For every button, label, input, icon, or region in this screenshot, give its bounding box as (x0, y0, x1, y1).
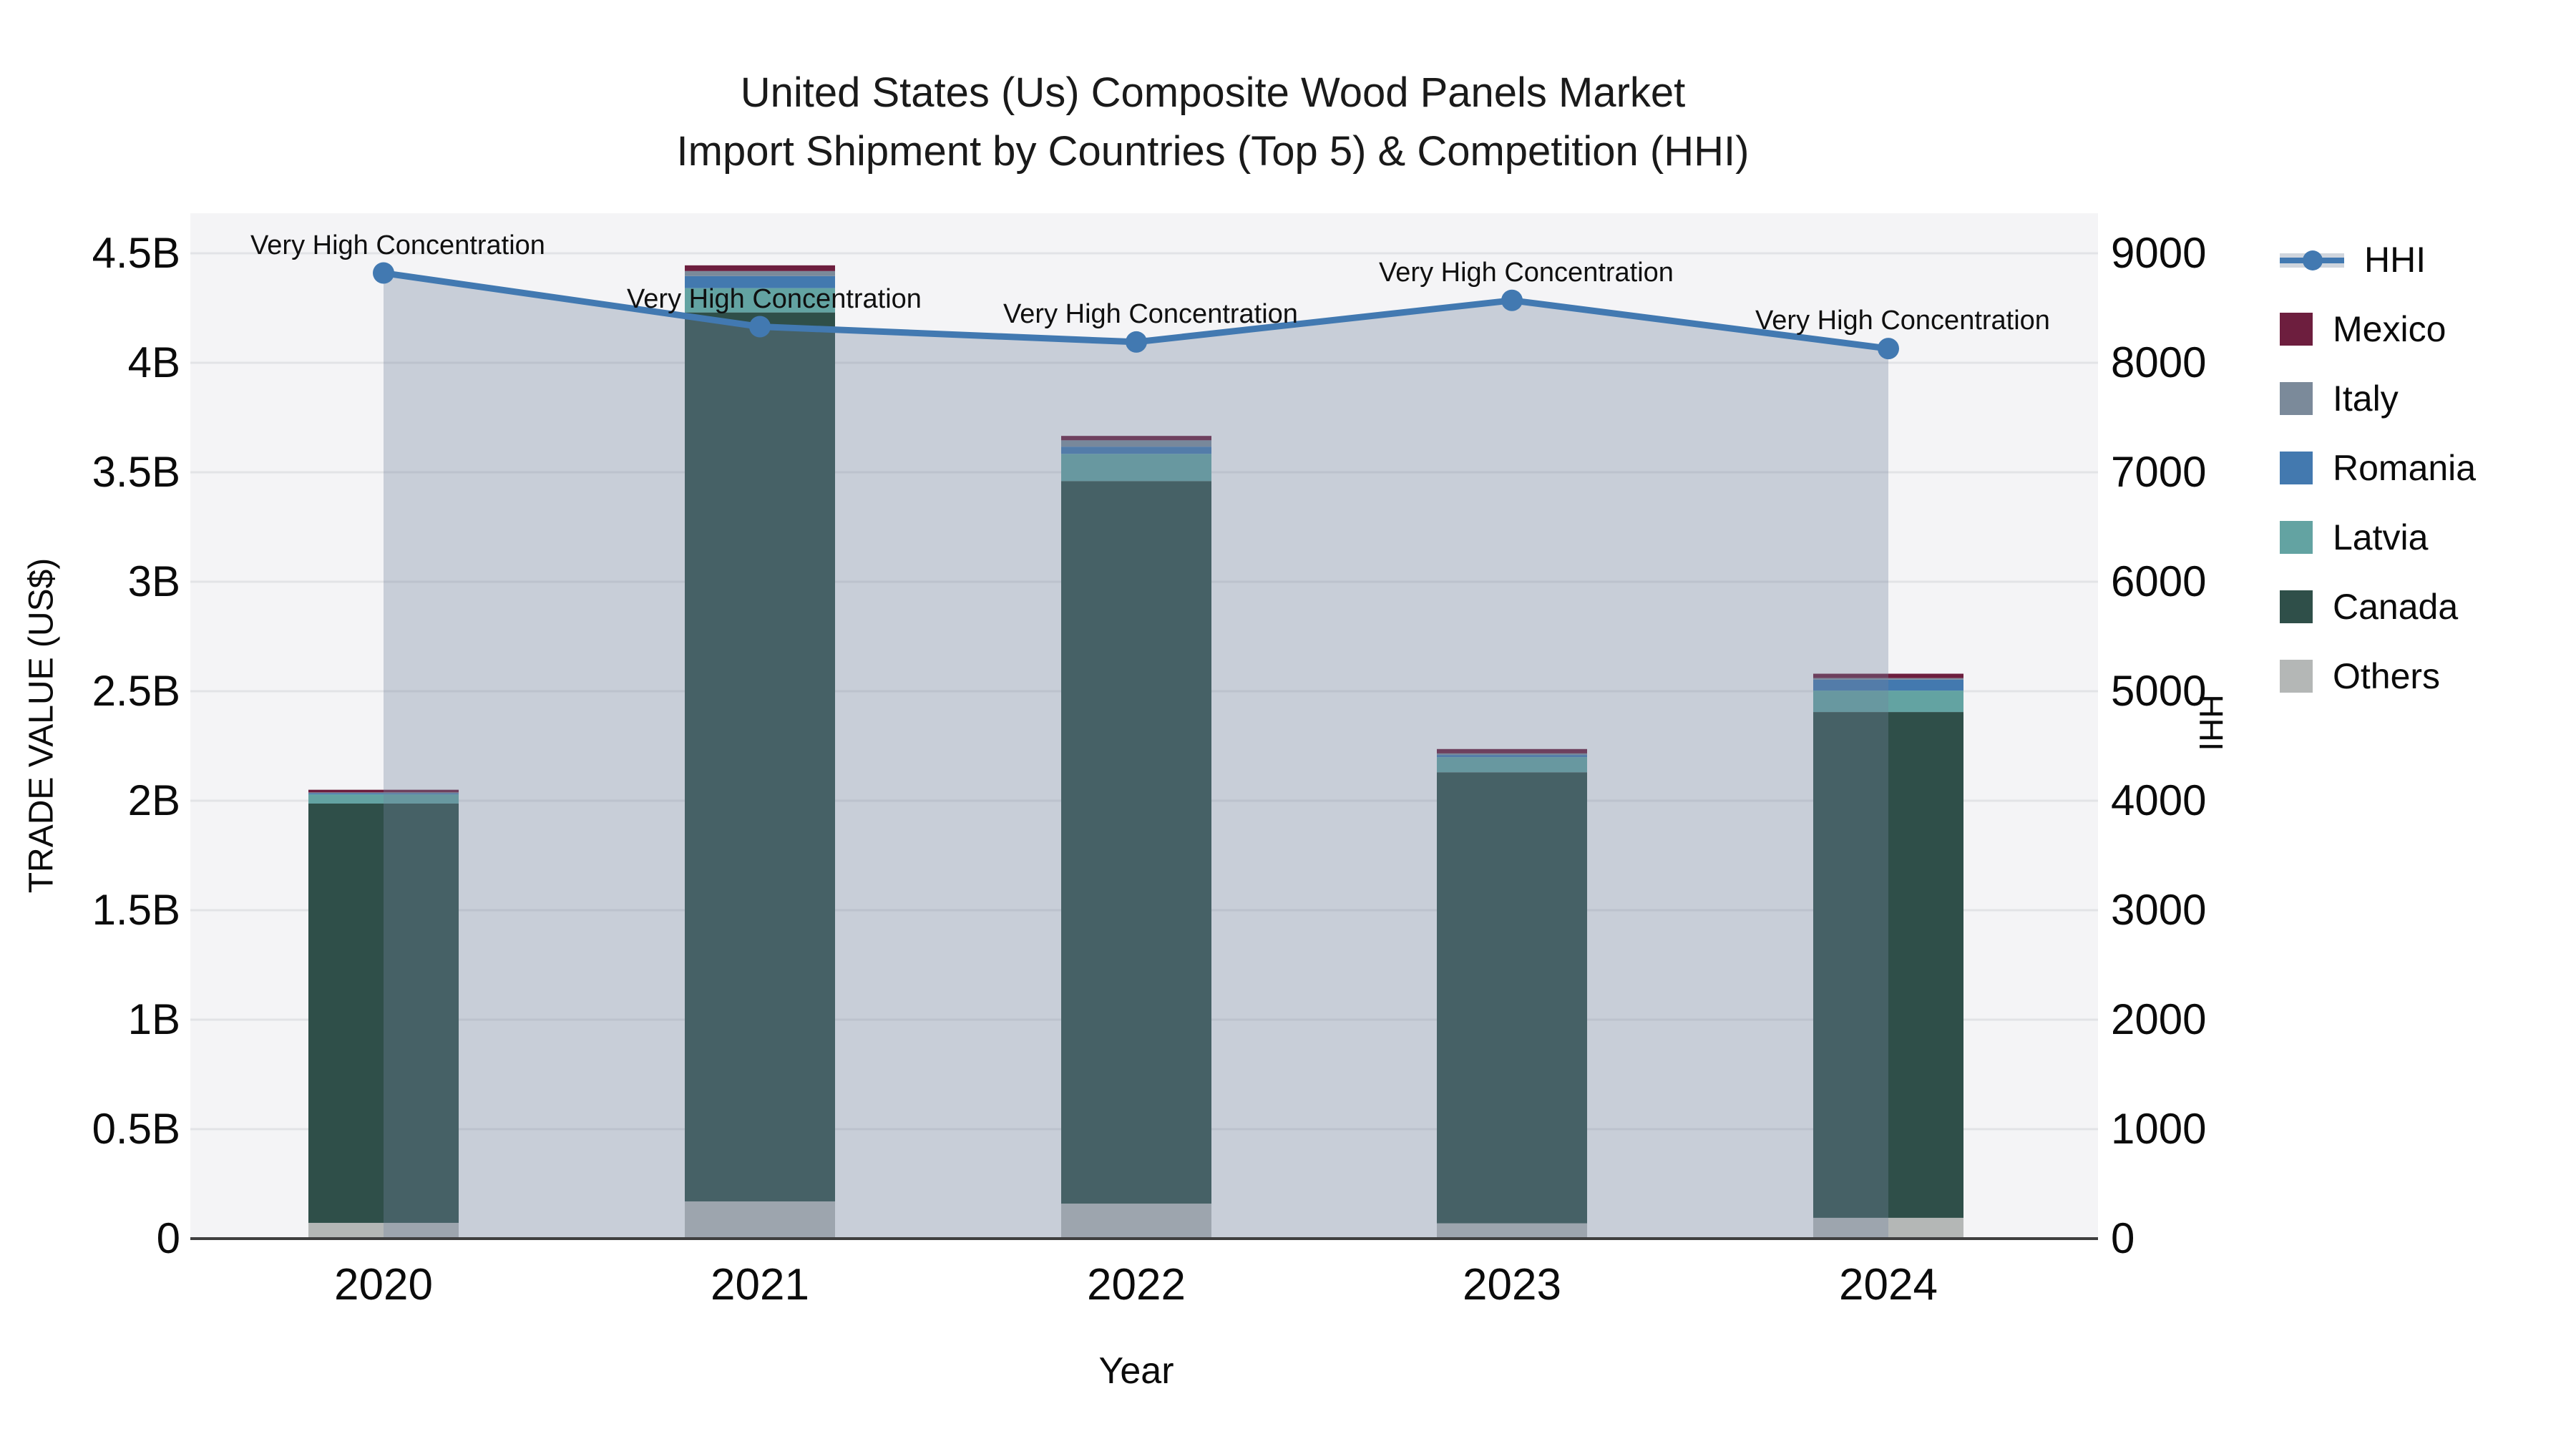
right-tick-7000: 7000 (2111, 448, 2207, 496)
bar-segment-romania-2023 (1437, 755, 1587, 758)
bar-segment-mexico-2023 (1437, 748, 1587, 753)
bar-segment-others-2023 (1437, 1223, 1587, 1239)
legend-item-canada[interactable]: Canada (2280, 585, 2458, 628)
bar-segment-latvia-2022 (1061, 454, 1211, 482)
bar-segment-italy-2020 (308, 792, 459, 794)
annotation-2022: Very High Concentration (1003, 298, 1298, 329)
hhi-line-swatch-icon (2280, 243, 2344, 276)
legend-item-mexico[interactable]: Mexico (2280, 308, 2446, 351)
annotation-2021: Very High Concentration (627, 283, 922, 314)
bar-segment-italy-2022 (1061, 440, 1211, 447)
left-axis-title: TRADE VALUE (US$) (22, 557, 61, 894)
x-tick-2020: 2020 (334, 1260, 433, 1309)
bar-segment-canada-2022 (1061, 481, 1211, 1204)
legend-swatch-icon (2280, 382, 2313, 415)
bar-segment-latvia-2021 (685, 288, 835, 313)
x-tick-2021: 2021 (711, 1260, 809, 1309)
bar-segment-canada-2021 (685, 312, 835, 1201)
left-tick-2B: 2B (127, 776, 180, 824)
bar-segment-others-2024 (1813, 1217, 1963, 1239)
right-tick-8000: 8000 (2111, 338, 2207, 386)
left-tick-3B: 3B (127, 557, 180, 605)
bar-segment-canada-2024 (1813, 712, 1963, 1218)
bar-segment-mexico-2024 (1813, 673, 1963, 678)
legend-swatch-icon (2280, 452, 2313, 484)
bar-segment-latvia-2020 (308, 794, 459, 804)
bar-segment-canada-2020 (308, 803, 459, 1223)
left-tick-0: 0 (156, 1214, 180, 1262)
bar-segment-others-2021 (685, 1201, 835, 1239)
legend-label: Italy (2333, 379, 2399, 419)
x-axis-title: Year (1098, 1350, 1174, 1392)
hhi-marker-2022 (1126, 331, 1147, 353)
right-tick-2000: 2000 (2111, 995, 2207, 1043)
chart-title-line2: Import Shipment by Countries (Top 5) & C… (676, 128, 1750, 175)
x-tick-2023: 2023 (1463, 1260, 1561, 1309)
left-tick-1.5B: 1.5B (92, 886, 180, 934)
legend-item-italy[interactable]: Italy (2280, 377, 2399, 420)
bar-segment-mexico-2020 (308, 789, 459, 793)
right-tick-9000: 9000 (2111, 229, 2207, 277)
legend-label: Canada (2333, 587, 2459, 627)
hhi-marker-2020 (373, 262, 394, 284)
bar-segment-italy-2021 (685, 270, 835, 276)
annotation-2024: Very High Concentration (1755, 306, 2050, 336)
bar-segment-latvia-2024 (1813, 691, 1963, 713)
legend-item-romania[interactable]: Romania (2280, 447, 2476, 489)
legend-label: Romania (2333, 448, 2477, 488)
left-tick-0.5B: 0.5B (92, 1105, 180, 1153)
hhi-area-fill (384, 273, 1888, 1239)
right-tick-4000: 4000 (2111, 776, 2207, 824)
legend-item-hhi[interactable]: HHI (2280, 238, 2426, 281)
right-tick-6000: 6000 (2111, 557, 2207, 605)
bar-segment-romania-2022 (1061, 447, 1211, 454)
left-tick-4.5B: 4.5B (92, 229, 180, 277)
x-tick-2022: 2022 (1087, 1260, 1186, 1309)
left-tick-3.5B: 3.5B (92, 448, 180, 496)
hhi-marker-2023 (1501, 289, 1523, 311)
right-tick-3000: 3000 (2111, 886, 2207, 934)
legend-label: Mexico (2333, 309, 2446, 349)
legend-swatch-icon (2280, 521, 2313, 554)
bar-segment-others-2020 (308, 1222, 459, 1239)
legend-label: Others (2333, 656, 2441, 696)
legend-swatch-icon (2280, 313, 2313, 346)
right-tick-0: 0 (2111, 1214, 2135, 1262)
legend-item-others[interactable]: Others (2280, 655, 2440, 698)
hhi-marker-2021 (749, 316, 771, 338)
left-tick-4B: 4B (127, 338, 180, 386)
bar-segment-mexico-2022 (1061, 436, 1211, 441)
bar-segment-italy-2024 (1813, 678, 1963, 680)
left-tick-2.5B: 2.5B (92, 667, 180, 715)
bar-segment-mexico-2021 (685, 265, 835, 271)
bar-segment-romania-2020 (308, 793, 459, 795)
left-tick-1B: 1B (127, 995, 180, 1043)
x-tick-2024: 2024 (1839, 1260, 1938, 1309)
legend-swatch-icon (2280, 590, 2313, 623)
annotation-2023: Very High Concentration (1379, 257, 1674, 288)
legend-label: HHI (2364, 240, 2426, 280)
annotation-2020: Very High Concentration (250, 230, 545, 260)
bar-segment-romania-2021 (685, 275, 835, 288)
legend-swatch-icon (2280, 660, 2313, 693)
bar-segment-canada-2023 (1437, 772, 1587, 1224)
chart-title-line1: United States (Us) Composite Wood Panels… (740, 69, 1686, 116)
bar-segment-italy-2023 (1437, 753, 1587, 756)
bar-segment-others-2022 (1061, 1204, 1211, 1239)
bar-segment-romania-2024 (1813, 679, 1963, 691)
right-tick-5000: 5000 (2111, 667, 2207, 715)
legend-label: Latvia (2333, 517, 2429, 557)
right-tick-1000: 1000 (2111, 1105, 2207, 1153)
legend-item-latvia[interactable]: Latvia (2280, 516, 2428, 559)
hhi-marker-2024 (1878, 338, 1899, 360)
bar-segment-latvia-2023 (1437, 757, 1587, 773)
